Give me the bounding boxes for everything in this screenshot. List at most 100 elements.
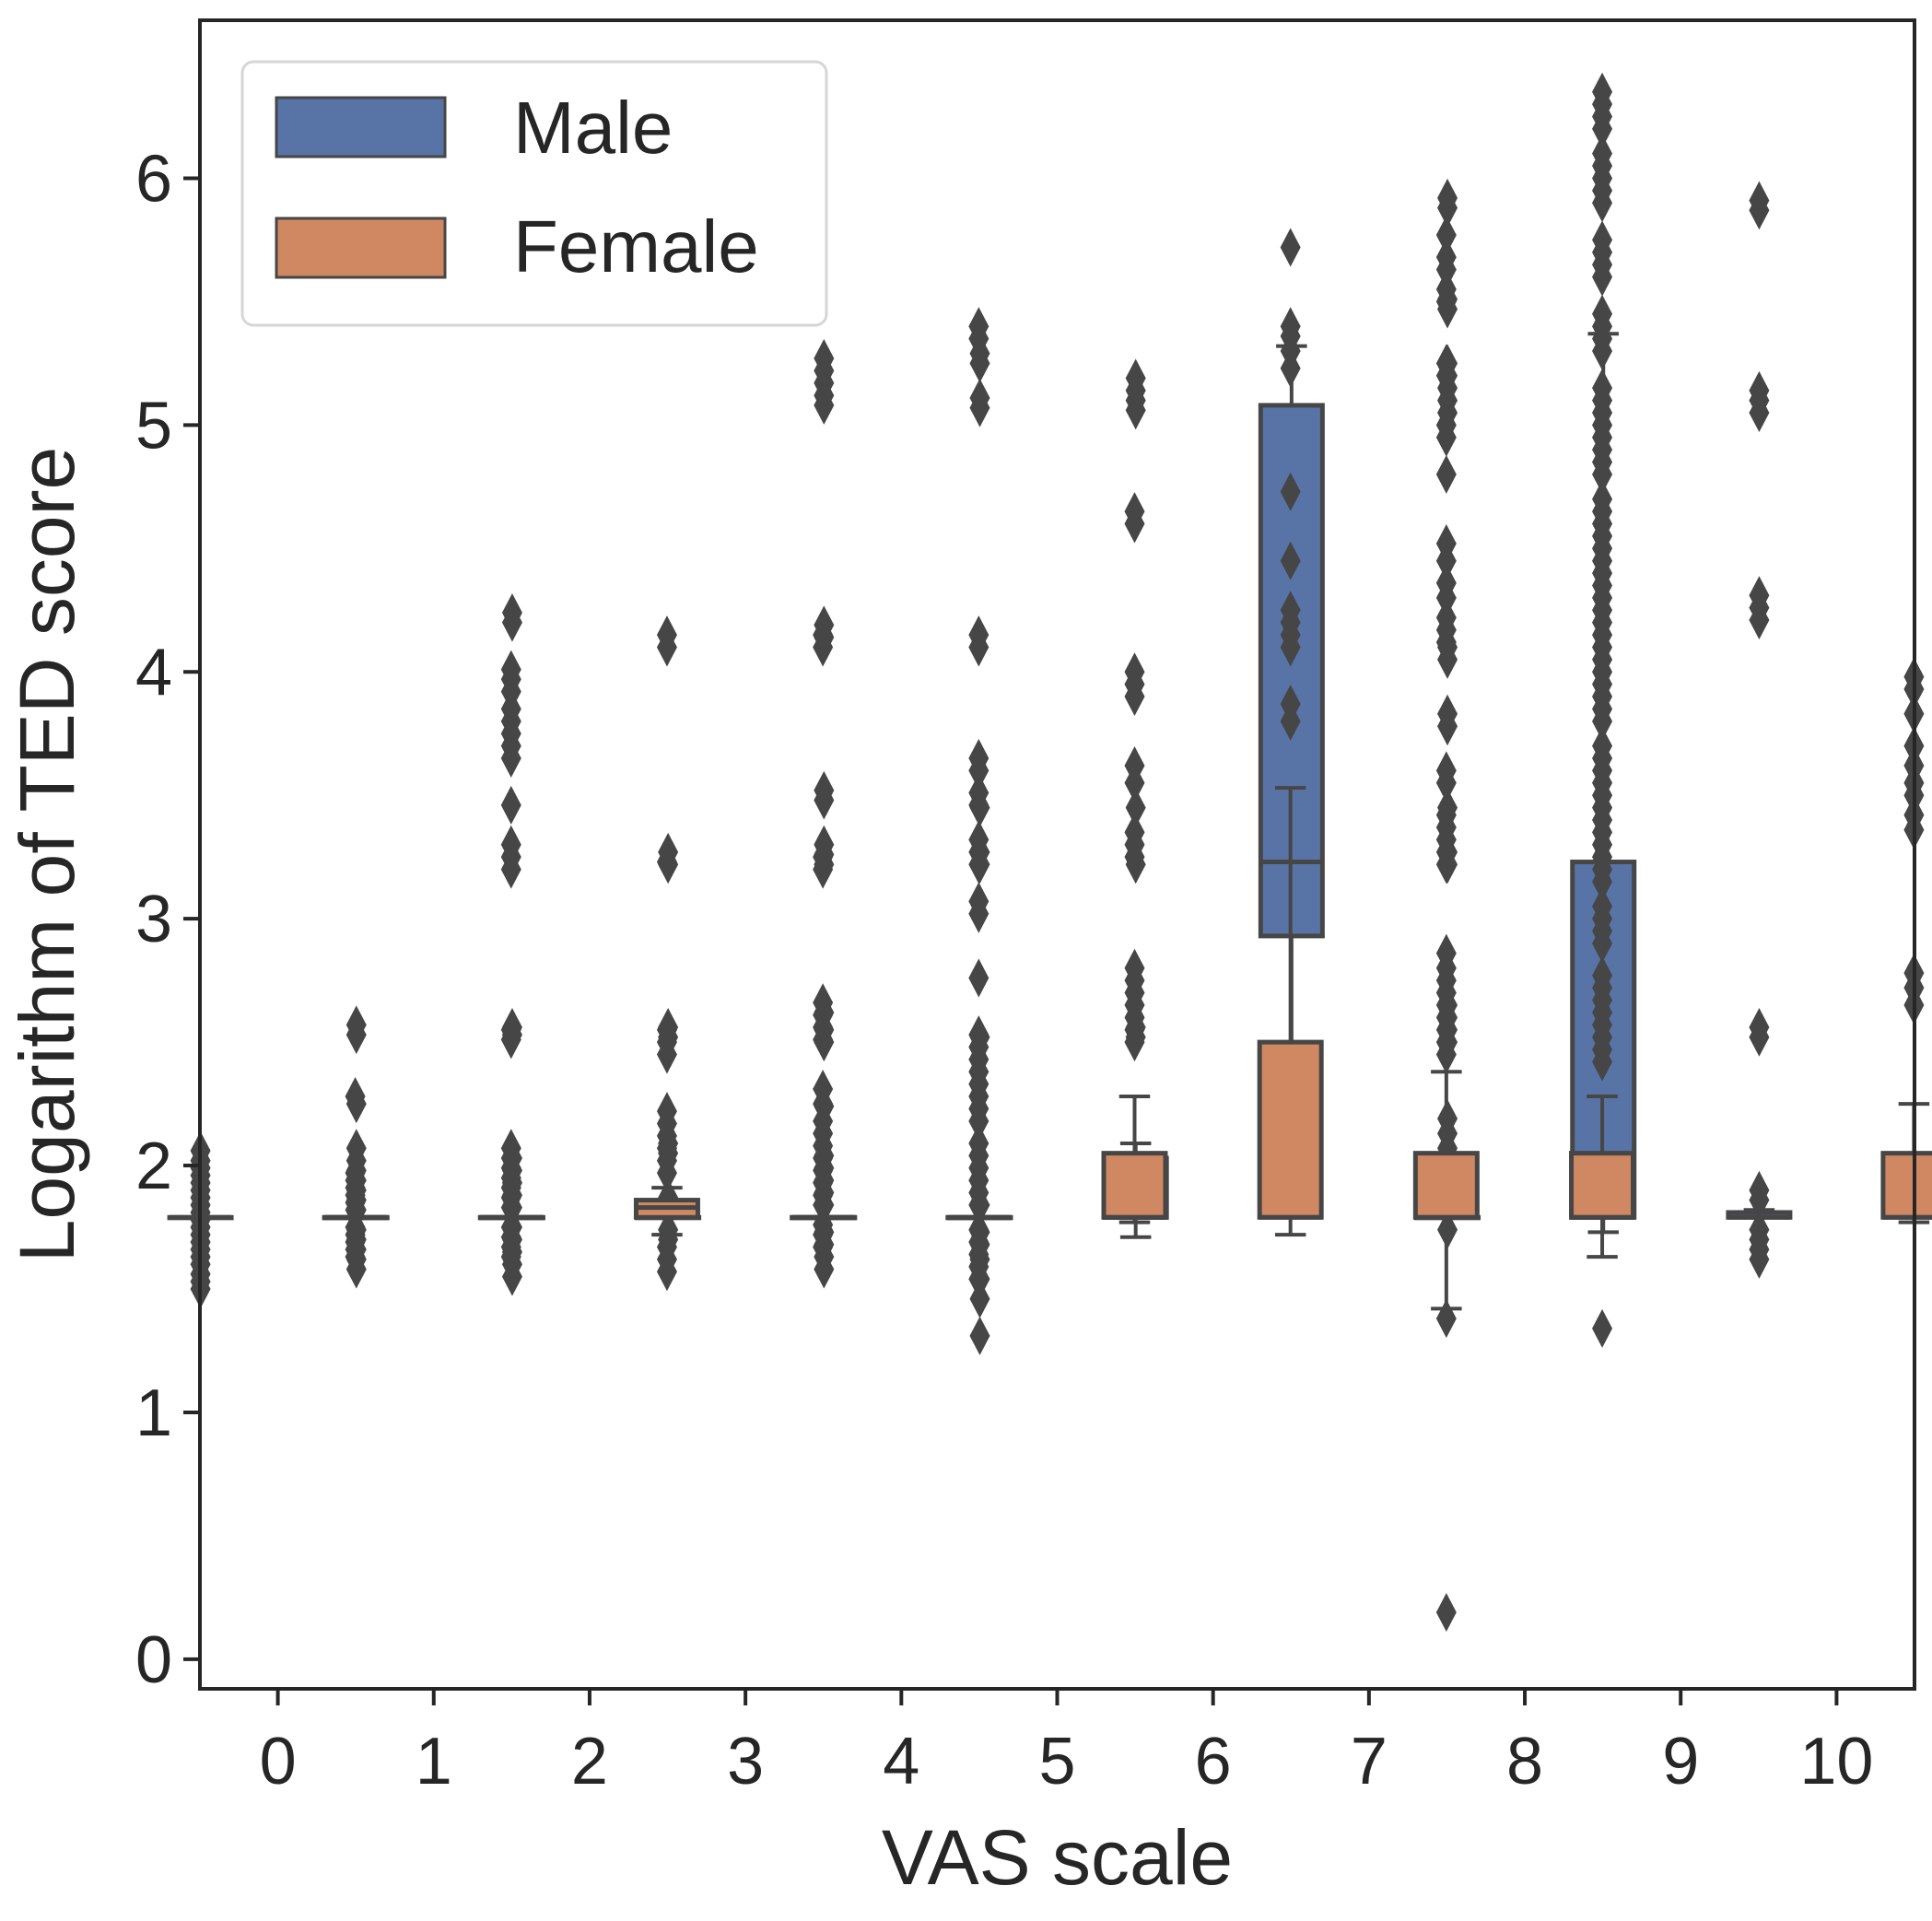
female-outlier [500,1208,521,1247]
male-outlier [501,592,522,632]
male-outlier [814,339,835,379]
female-outlier [813,838,834,877]
x-axis-title: VAS scale [882,1814,1233,1901]
male-outlier [969,1316,990,1355]
x-tick-label: 0 [260,1725,297,1798]
y-tick-label: 6 [135,142,172,216]
female-outlier [1592,955,1613,995]
x-tick-label: 9 [1662,1725,1699,1798]
female-outlier [656,1092,677,1131]
legend: Male Female [240,60,828,327]
male-outlier [1749,1008,1770,1048]
female-outlier [1592,220,1613,260]
female-outlier [500,825,521,864]
female-outlier [1592,479,1613,519]
female-outlier [345,1077,366,1117]
female-outlier [345,1154,366,1193]
female-outlier [1435,933,1457,973]
female-outlier [968,820,989,860]
x-tick-label: 6 [1195,1725,1232,1798]
y-tick-label: 2 [135,1130,172,1203]
male-outlier [1749,576,1770,615]
female-outlier [1435,344,1457,383]
female-outlier [1435,238,1457,277]
axes: 0 1 2 3 4 5 6 0 1 2 3 4 5 6 7 8 9 10 [135,18,1916,1798]
female-outlier [1435,1299,1457,1339]
female-outlier [1124,813,1145,852]
female-outlier [968,1210,989,1249]
female-outlier [1435,216,1457,255]
legend-swatch-female [275,217,447,279]
male-outlier [345,1129,367,1168]
female-outlier [1592,886,1613,926]
y-tick-label: 5 [135,389,172,463]
female-outlier [1435,795,1457,835]
female-outlier [813,983,834,1023]
female-outlier [1592,134,1613,173]
male-outlier [1125,788,1146,827]
male-outlier [814,770,835,810]
male-outlier [345,1005,367,1045]
female-outlier [1280,307,1301,346]
female-outlier [656,842,677,882]
female-outlier [968,773,989,813]
x-tick-label: 10 [1799,1725,1873,1798]
y-tick-label: 1 [135,1376,172,1450]
female-outlier [1592,72,1613,111]
female-outlier [1124,652,1145,692]
male-outlier [1749,181,1770,220]
male-outlier [969,378,990,417]
female-outlier [1435,1592,1457,1632]
x-tick-label: 7 [1351,1725,1388,1798]
female-outlier [1435,751,1457,791]
female-box [1412,1151,1480,1220]
female-outlier [813,1205,834,1245]
female-outlier [1592,726,1613,766]
y-tick-label: 0 [135,1623,172,1697]
female-outlier [1124,948,1145,988]
male-outlier [1437,178,1458,217]
female-outlier [1435,454,1457,494]
female-outlier [968,739,989,779]
female-outlier [1280,591,1301,630]
female-outlier [500,650,521,689]
female-box [1569,1151,1636,1220]
male-outlier [1125,358,1146,398]
female-outlier [1280,685,1301,724]
y-tick-label: 3 [135,883,172,956]
female-outlier [1124,492,1145,532]
female-outlier [1435,598,1457,638]
female-outlier [1592,294,1613,334]
female-outlier [500,785,521,825]
female-outlier [656,615,677,655]
female-outlier [1592,369,1613,408]
female-outlier [656,1227,677,1267]
female-box [1257,1039,1324,1220]
female-outlier [1435,523,1457,563]
legend-label-male: Male [513,87,673,169]
female-outlier [968,615,989,655]
x-tick-label: 4 [883,1725,919,1798]
female-outlier [656,1010,677,1049]
male-outlier [1749,370,1770,410]
legend-label-female: Female [513,205,759,287]
female-outlier [968,958,989,998]
female-outlier [1280,541,1301,580]
y-axis-title: Logarithm of TED score [4,447,90,1263]
y-tick-label: 4 [135,636,172,709]
male-outlier [1437,694,1458,733]
male-outlier [1749,1170,1770,1210]
x-tick-label: 8 [1506,1725,1543,1798]
female-outlier [1435,270,1457,310]
female-outlier [500,1010,521,1049]
x-tick-label: 3 [727,1725,764,1798]
female-outlier [1435,563,1457,603]
x-tick-label: 5 [1038,1725,1075,1798]
legend-swatch-male [275,96,447,158]
female-outlier [1435,405,1457,445]
female-outlier [1280,472,1301,511]
female-outlier [813,1070,834,1109]
female-outlier [968,882,989,921]
